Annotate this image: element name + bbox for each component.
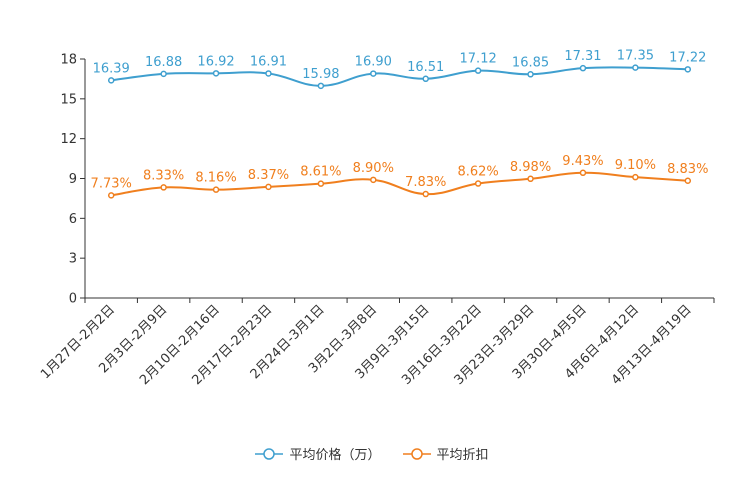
series-line-0 <box>111 66 688 87</box>
series-0-data-label: 17.35 <box>617 49 654 64</box>
series-1-point <box>265 183 272 191</box>
series-1-data-label: 9.43% <box>562 154 603 169</box>
series-0-point <box>160 70 167 78</box>
legend-label-price: 平均价格（万） <box>289 448 381 463</box>
series-0-data-label: 16.39 <box>93 61 130 76</box>
series-1-data-label: 8.90% <box>353 161 394 176</box>
series-1-data-label: 9.10% <box>615 158 656 173</box>
y-tick-label: 0 <box>69 292 77 307</box>
series-0-point <box>632 64 639 71</box>
legend: 平均价格（万） 平均折扣 <box>0 444 744 463</box>
series-1-point <box>632 173 639 181</box>
legend-item-price[interactable]: 平均价格（万） <box>255 444 381 463</box>
series-0-data-label: 16.92 <box>197 54 234 69</box>
series-0-point <box>212 70 220 77</box>
y-tick-label: 15 <box>60 92 77 107</box>
series-0-point <box>684 66 692 73</box>
series-0-data-label: 17.12 <box>460 52 497 67</box>
series-1-point <box>579 169 587 177</box>
axes: 03691215181月27日-2月2日2月3日-2月9日2月10日-2月16日… <box>38 53 715 388</box>
y-tick-label: 18 <box>60 53 77 68</box>
series-0-point <box>422 75 429 83</box>
series-1-point <box>212 186 220 193</box>
series-1-point <box>370 176 377 184</box>
series-1-data-label: 8.98% <box>510 160 551 175</box>
series-1-point <box>317 180 325 187</box>
series-1-data-label: 7.83% <box>405 175 446 190</box>
y-tick-label: 9 <box>69 172 77 187</box>
series-lines <box>107 64 692 199</box>
series-0-point <box>370 70 377 77</box>
series-1-point <box>474 180 482 187</box>
series-0-data-label: 16.51 <box>407 60 444 75</box>
series-1-point <box>107 192 115 199</box>
series-0-data-label: 17.31 <box>564 49 601 64</box>
legend-label-discount: 平均折扣 <box>436 448 489 463</box>
data-labels: 16.39 16.88 16.92 16.91 15.98 16.90 16.51 17.12… <box>91 49 709 192</box>
series-0-data-label: 16.88 <box>145 55 182 70</box>
series-1-point <box>684 177 692 185</box>
series-1-data-label: 7.73% <box>91 176 132 191</box>
series-0-data-label: 15.98 <box>302 67 339 82</box>
series-1-data-label: 8.83% <box>667 162 708 177</box>
series-1-data-label: 8.37% <box>248 168 289 183</box>
series-1-data-label: 8.16% <box>195 171 236 186</box>
series-0-point <box>579 64 587 72</box>
series-0-data-label: 16.90 <box>355 55 392 70</box>
series-1-data-label: 8.33% <box>143 168 184 183</box>
series-0-data-label: 16.91 <box>250 54 287 69</box>
y-tick-label: 6 <box>69 212 77 227</box>
series-line-1 <box>111 171 688 197</box>
y-tick-label: 3 <box>69 252 77 267</box>
series-0-point <box>474 67 482 74</box>
series-1-point <box>422 190 429 198</box>
series-0-point <box>107 77 115 84</box>
series-1-point <box>160 184 167 191</box>
series-1-data-label: 8.61% <box>300 165 341 180</box>
series-0-data-label: 16.85 <box>512 55 549 70</box>
series-1-point <box>527 175 534 183</box>
legend-line-circle-icon <box>255 447 284 460</box>
series-0-point <box>527 71 534 78</box>
legend-item-discount[interactable]: 平均折扣 <box>402 444 489 463</box>
series-0-point <box>317 82 325 90</box>
series-0-point <box>265 70 272 77</box>
series-1-data-label: 8.62% <box>457 165 498 180</box>
y-tick-label: 12 <box>60 132 77 147</box>
series-0-data-label: 17.22 <box>669 50 706 65</box>
legend-line-circle-icon <box>402 447 431 460</box>
